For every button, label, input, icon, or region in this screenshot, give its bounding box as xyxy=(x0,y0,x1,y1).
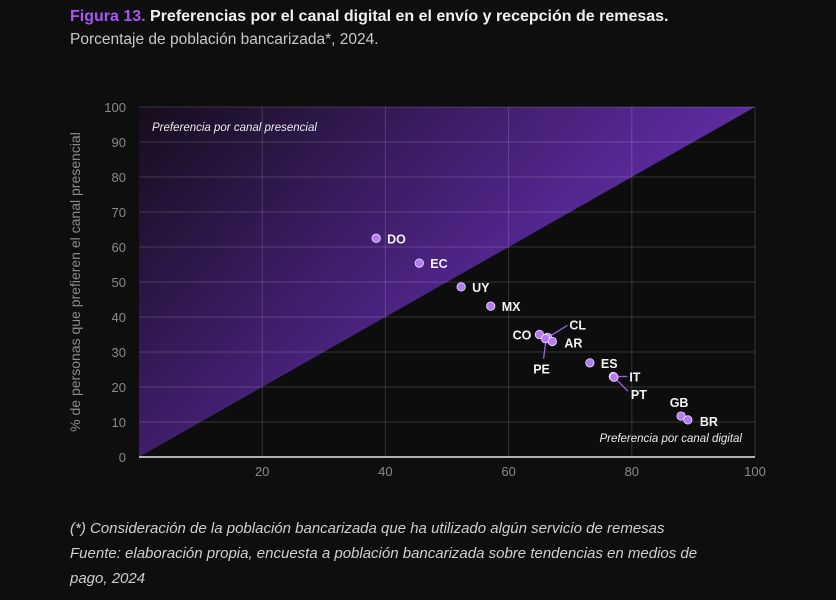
data-point-br xyxy=(683,415,693,425)
point-label-uy: UY xyxy=(472,281,490,295)
leader-line xyxy=(616,379,629,392)
data-point-ar xyxy=(547,336,557,347)
y-tick-label: 40 xyxy=(112,310,126,325)
y-tick-label: 70 xyxy=(112,205,126,220)
point-label-br: BR xyxy=(700,415,718,429)
x-tick-label: 60 xyxy=(501,464,515,479)
point-label-pe: PE xyxy=(533,363,550,377)
y-tick-label: 0 xyxy=(119,450,126,465)
x-tick-label: 100 xyxy=(744,464,766,479)
x-tick-label: 80 xyxy=(625,464,639,479)
source-line-1: Fuente: elaboración propia, encuesta a p… xyxy=(70,545,698,562)
y-tick-label: 100 xyxy=(104,100,126,115)
point-label-gb: GB xyxy=(670,396,689,410)
point-label-it: IT xyxy=(629,371,640,385)
footnote: (*) Consideración de la población bancar… xyxy=(70,520,665,537)
point-label-co: CO xyxy=(513,329,532,343)
x-tick-label: 20 xyxy=(255,464,269,479)
data-point-ec xyxy=(414,258,424,268)
point-label-ar: AR xyxy=(564,337,582,351)
y-axis-label: % de personas que prefieren el canal pre… xyxy=(67,132,83,432)
data-point-gb xyxy=(676,411,686,421)
point-label-cl: CL xyxy=(569,318,586,332)
data-point-es xyxy=(585,358,595,368)
y-tick-label: 10 xyxy=(112,415,126,430)
point-label-do: DO xyxy=(387,232,406,246)
point-label-mx: MX xyxy=(502,300,521,314)
figure-title: Figura 13. Preferencias por el canal dig… xyxy=(70,8,668,26)
source-line-2: pago, 2024 xyxy=(70,570,146,587)
x-tick-label: 40 xyxy=(378,464,392,479)
point-label-es: ES xyxy=(601,357,618,371)
data-point-pt xyxy=(609,372,619,382)
y-tick-label: 60 xyxy=(112,240,126,255)
region-label-digital: Preferencia por canal digital xyxy=(599,433,742,445)
point-label-pt: PT xyxy=(631,388,647,402)
y-tick-label: 50 xyxy=(112,275,126,290)
data-point-mx xyxy=(486,301,496,311)
figure-subtitle: Porcentaje de población bancarizada*, 20… xyxy=(70,31,379,48)
point-label-ec: EC xyxy=(430,257,447,271)
region-label-presencial: Preferencia por canal presencial xyxy=(152,122,317,134)
y-tick-label: 90 xyxy=(112,135,126,150)
figure-label: Figura 13. xyxy=(70,8,146,25)
y-tick-label: 30 xyxy=(112,345,126,360)
presencial-region xyxy=(139,107,755,457)
data-point-uy xyxy=(456,282,466,292)
leader-line xyxy=(551,324,568,336)
leader-line xyxy=(542,342,547,359)
y-tick-label: 80 xyxy=(112,170,126,185)
y-tick-label: 20 xyxy=(112,380,126,395)
data-point-do xyxy=(371,233,381,243)
figure-title-text: Preferencias por el canal digital en el … xyxy=(145,8,669,25)
